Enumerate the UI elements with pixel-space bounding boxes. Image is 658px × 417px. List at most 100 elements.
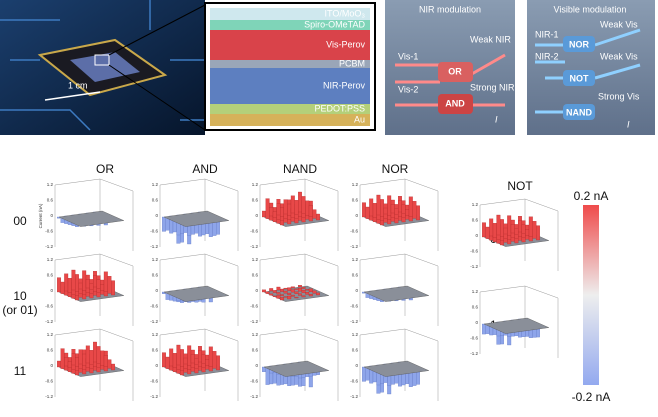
z-tick-label: 0 xyxy=(155,288,158,293)
z-tick-label: 1.2 xyxy=(152,332,159,337)
bar xyxy=(272,295,277,297)
bar xyxy=(376,194,381,216)
nir-panel: NIR modulation Vis-1 Vis-2 Weak NIR Stro… xyxy=(385,0,515,135)
z-tick-label: -1.2 xyxy=(250,319,258,324)
bar xyxy=(272,211,277,218)
z-tick-label: -1.2 xyxy=(45,319,53,324)
bar xyxy=(305,200,310,216)
z-tick-label: 1.2 xyxy=(252,332,259,337)
colorbar-max: 0.2 nA xyxy=(574,189,609,203)
bar xyxy=(276,286,281,291)
bar xyxy=(96,346,101,364)
bar xyxy=(298,293,302,296)
bar xyxy=(405,209,410,216)
bar xyxy=(82,353,87,366)
z-tick-label: -0.6 xyxy=(45,304,53,309)
bar xyxy=(276,295,281,299)
z-tick-label: -1.2 xyxy=(150,394,158,399)
bar-plot: 1.2 0.6 0 -0.6 -1.2 xyxy=(45,328,134,401)
z-tick-label: 1.2 xyxy=(152,182,159,187)
bar xyxy=(507,215,512,236)
bar-plot: 1.2 0.6 0 -0.6 -1.2 xyxy=(350,253,439,326)
bar xyxy=(78,282,83,290)
bar xyxy=(165,218,170,231)
bar xyxy=(162,216,166,232)
plot-floor xyxy=(163,210,230,227)
bar xyxy=(75,274,79,292)
bar xyxy=(107,276,112,294)
bar xyxy=(482,222,486,238)
bar xyxy=(294,296,299,299)
z-tick-label: -0.6 xyxy=(470,336,478,341)
z-tick-label: 0 xyxy=(355,213,358,218)
colorbar-min: -0.2 nA xyxy=(572,390,611,404)
z-tick-label: 0.6 xyxy=(47,198,54,203)
bar xyxy=(75,357,79,367)
bar xyxy=(283,287,288,290)
layer-label: PEDOT:PSS xyxy=(314,103,365,113)
z-tick-label: -1.2 xyxy=(470,264,478,269)
bar xyxy=(287,203,292,216)
bar xyxy=(100,350,105,366)
z-tick-label: -1.2 xyxy=(350,394,358,399)
input-label: Vis-2 xyxy=(398,84,418,94)
row-label: 00 xyxy=(13,214,27,228)
bar xyxy=(305,289,310,291)
bar xyxy=(276,292,281,295)
gate-label: NOR xyxy=(569,39,590,49)
z-tick-label: 0 xyxy=(50,363,53,368)
bar xyxy=(301,196,306,214)
z-tick-label: 1.2 xyxy=(152,257,159,262)
z-tick-label: -1.2 xyxy=(470,351,478,356)
z-tick-label: -0.6 xyxy=(350,229,358,234)
output-label: I xyxy=(627,119,630,129)
bar-plot: 1.2 0.6 0 -0.6 -1.2 xyxy=(350,178,439,251)
bar xyxy=(187,345,192,366)
z-tick-label: -0.6 xyxy=(150,229,158,234)
bar xyxy=(283,199,288,215)
z-tick-label: -0.6 xyxy=(250,304,258,309)
column-header: OR xyxy=(96,162,114,176)
bar-plot: 1.2 0.6 0 -0.6 -1.2 xyxy=(250,253,339,326)
z-tick-label: 1.2 xyxy=(252,182,259,187)
z-tick-label: -0.6 xyxy=(350,379,358,384)
bar xyxy=(201,354,206,364)
column-header: NAND xyxy=(283,162,317,176)
bar xyxy=(269,288,274,292)
bar xyxy=(301,287,306,289)
bar xyxy=(71,353,76,366)
z-tick-label: -1.2 xyxy=(250,394,258,399)
z-tick-label: -1.2 xyxy=(150,319,158,324)
gate-label: NAND xyxy=(566,107,592,117)
column-header: AND xyxy=(192,162,218,176)
z-tick-label: -1.2 xyxy=(45,244,53,249)
bar xyxy=(280,297,284,301)
bar xyxy=(496,214,501,236)
layer-label: Spiro-OMeTAD xyxy=(304,19,365,29)
z-tick-label: 0 xyxy=(155,363,158,368)
vis-panel: Visible modulation NIR-1 NIR-2 Weak Vis … xyxy=(527,0,655,135)
bar xyxy=(294,288,299,290)
bar xyxy=(485,226,490,239)
device-photo: 1 cm xyxy=(0,0,206,135)
bar xyxy=(394,208,399,215)
panel-title: NIR modulation xyxy=(419,4,481,14)
bar xyxy=(305,292,310,295)
gate-label: OR xyxy=(448,66,462,76)
z-tick-label: 0.6 xyxy=(472,218,479,223)
bar xyxy=(521,224,526,234)
bar xyxy=(269,207,274,217)
bar xyxy=(390,204,395,214)
bar xyxy=(67,361,72,368)
bar xyxy=(198,350,202,363)
z-tick-label: -0.6 xyxy=(250,379,258,384)
bar xyxy=(280,288,284,292)
bar xyxy=(190,354,195,364)
bar xyxy=(103,271,108,292)
bar xyxy=(518,220,522,233)
bar xyxy=(272,290,277,293)
bar xyxy=(290,286,295,289)
bar xyxy=(365,368,370,381)
plot-floor xyxy=(363,285,430,302)
z-axis-label: Current (nA) xyxy=(38,203,43,228)
